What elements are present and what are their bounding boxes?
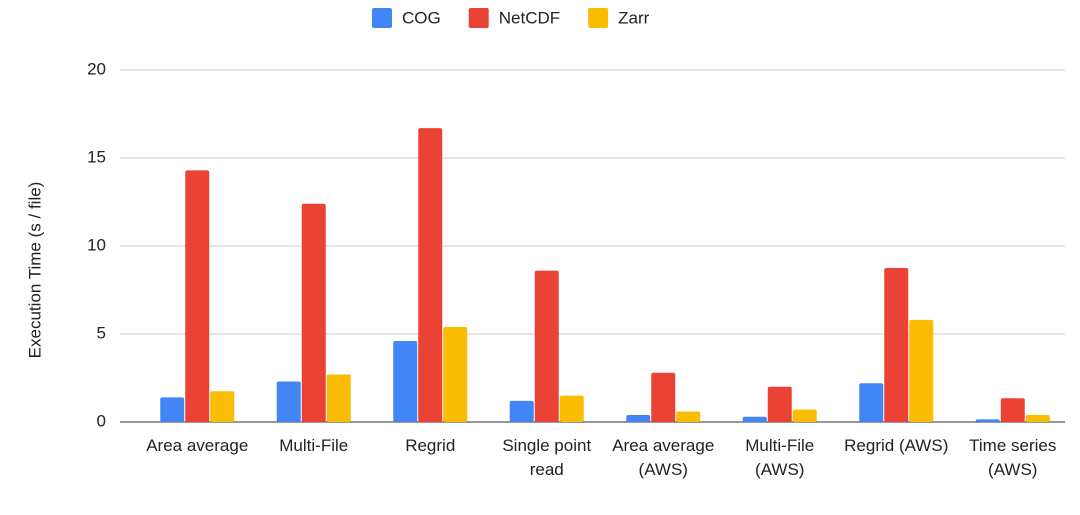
bar [859,383,884,422]
x-tick-label: Multi-File (AWS) [745,436,815,479]
bar [1025,414,1050,422]
x-tick-label: Time series (AWS) [969,436,1057,479]
legend-label: NetCDF [499,8,560,27]
x-tick-label: Single point read [502,436,592,479]
bar [742,416,767,422]
legend-swatch [372,8,392,28]
bar [676,411,701,422]
y-tick-label: 15 [87,147,106,166]
y-tick-label: 0 [97,411,106,430]
bar [792,409,817,422]
bar [393,341,418,422]
legend-label: Zarr [618,8,650,27]
legend-swatch [468,8,489,28]
x-tick-label: Area average [146,436,249,455]
bar [160,397,185,422]
bar [1000,398,1025,422]
x-tick-label: Regrid [405,436,456,455]
y-tick-label: 5 [97,323,106,342]
bar [909,319,934,422]
y-tick-label: 20 [87,59,106,78]
bar [651,372,676,422]
bar [767,386,792,422]
bar [975,419,1000,422]
bar [210,391,235,422]
bar [276,381,301,422]
bar [626,414,651,422]
bar [559,395,584,422]
bar [301,203,326,422]
bar [326,374,351,422]
x-tick-label: Regrid (AWS) [844,436,949,455]
legend-swatch [588,8,609,28]
bar [443,326,468,422]
bar [509,400,534,422]
y-tick-label: 10 [87,235,106,254]
bar [185,170,210,422]
legend-label: COG [402,8,441,27]
bar [534,270,559,422]
bar [418,128,443,422]
y-axis-title: Execution Time (s / file) [25,182,44,359]
x-tick-label: Area average (AWS) [612,436,715,479]
bar [884,268,909,422]
x-tick-label: Multi-File [279,436,349,455]
